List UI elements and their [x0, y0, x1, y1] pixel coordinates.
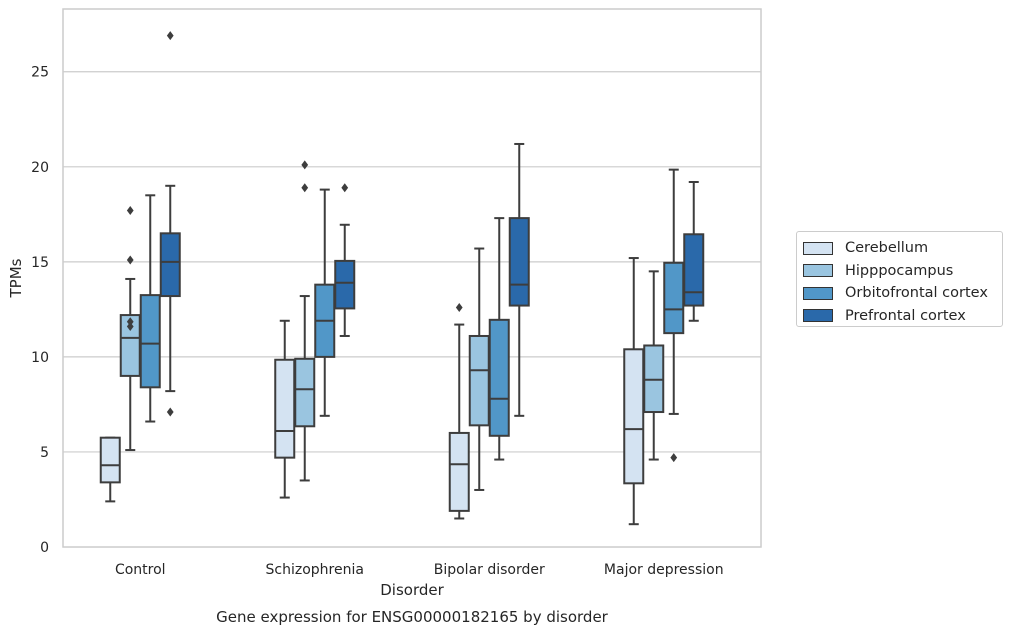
- box-hipppocampus: [468, 247, 490, 491]
- legend-label: Orbitofrontal cortex: [845, 285, 988, 302]
- legend-label: Cerebellum: [845, 240, 929, 257]
- outlier-point: [166, 407, 174, 417]
- x-tick-label: Bipolar disorder: [434, 562, 545, 578]
- box-orbitofrontal-cortex: [314, 188, 336, 417]
- box-cerebellum: [448, 302, 470, 520]
- x-axis-title: Disorder: [380, 581, 444, 599]
- outlier-point: [670, 453, 678, 463]
- box-orbitofrontal-cortex: [139, 194, 161, 423]
- y-tick-label: 0: [40, 540, 49, 556]
- box-iqr: [294, 357, 316, 428]
- box-cerebellum: [274, 319, 296, 499]
- outlier-point: [126, 255, 134, 265]
- box-iqr: [274, 358, 296, 459]
- box-cerebellum: [99, 436, 121, 503]
- chart-title: Gene expression for ENSG00000182165 by d…: [216, 608, 609, 626]
- box-orbitofrontal-cortex: [488, 217, 510, 461]
- legend-label: Hipppocampus: [845, 262, 954, 279]
- outlier-point: [455, 302, 463, 312]
- legend: Cerebellum Hipppocampus Orbitofrontal cort…: [796, 231, 1003, 327]
- x-tick-labels: Control Schizophrenia Bipolar disorder Majo…: [115, 562, 724, 578]
- box-iqr: [448, 431, 470, 512]
- legend-swatch: [803, 286, 833, 300]
- x-tick-label: Major depression: [604, 562, 724, 578]
- legend-item: Prefrontal cortex: [797, 305, 1002, 328]
- x-tick-label: Control: [115, 562, 166, 578]
- legend-swatch: [803, 241, 833, 255]
- legend-item: Hipppocampus: [797, 260, 1002, 283]
- box-hipppocampus: [119, 206, 141, 452]
- box-prefrontal-cortex: [334, 183, 356, 337]
- outlier-point: [126, 321, 134, 331]
- y-tick-label: 10: [31, 350, 49, 366]
- box-groups: [99, 31, 705, 526]
- box-prefrontal-cortex: [683, 180, 705, 322]
- box-iqr: [334, 259, 356, 310]
- box-prefrontal-cortex: [159, 31, 181, 417]
- outlier-point: [126, 317, 134, 327]
- box-iqr: [623, 348, 645, 485]
- legend-swatch: [803, 309, 833, 323]
- x-tick-label: Schizophrenia: [266, 562, 364, 578]
- plot-frame: [62, 8, 762, 548]
- y-tick-label: 5: [40, 445, 49, 461]
- legend-item: Orbitofrontal cortex: [797, 282, 1002, 305]
- y-axis-title: TPMs: [7, 258, 25, 298]
- legend-label: Prefrontal cortex: [845, 307, 966, 324]
- box-iqr: [683, 233, 705, 307]
- box-iqr: [139, 294, 161, 389]
- y-tick-label: 25: [31, 65, 49, 81]
- legend-swatch: [803, 264, 833, 278]
- box-hipppocampus: [643, 270, 665, 461]
- box-cerebellum: [623, 257, 645, 526]
- outlier-point: [126, 206, 134, 216]
- box-hipppocampus: [294, 160, 316, 482]
- y-tick-labels: 0 5 10 15 20 25: [31, 65, 49, 556]
- outlier-point: [301, 183, 309, 193]
- box-iqr: [488, 318, 510, 437]
- box-orbitofrontal-cortex: [663, 168, 685, 463]
- box-prefrontal-cortex: [508, 142, 530, 417]
- box-iqr: [508, 217, 530, 307]
- box-iqr: [468, 334, 490, 427]
- box-iqr: [159, 232, 181, 298]
- y-tick-label: 20: [31, 160, 49, 176]
- outlier-point: [166, 31, 174, 41]
- outlier-point: [301, 160, 309, 170]
- legend-item: Cerebellum: [797, 237, 1002, 260]
- box-iqr: [99, 436, 121, 484]
- y-tick-label: 15: [31, 255, 49, 271]
- box-iqr: [663, 261, 685, 335]
- outlier-point: [341, 183, 349, 193]
